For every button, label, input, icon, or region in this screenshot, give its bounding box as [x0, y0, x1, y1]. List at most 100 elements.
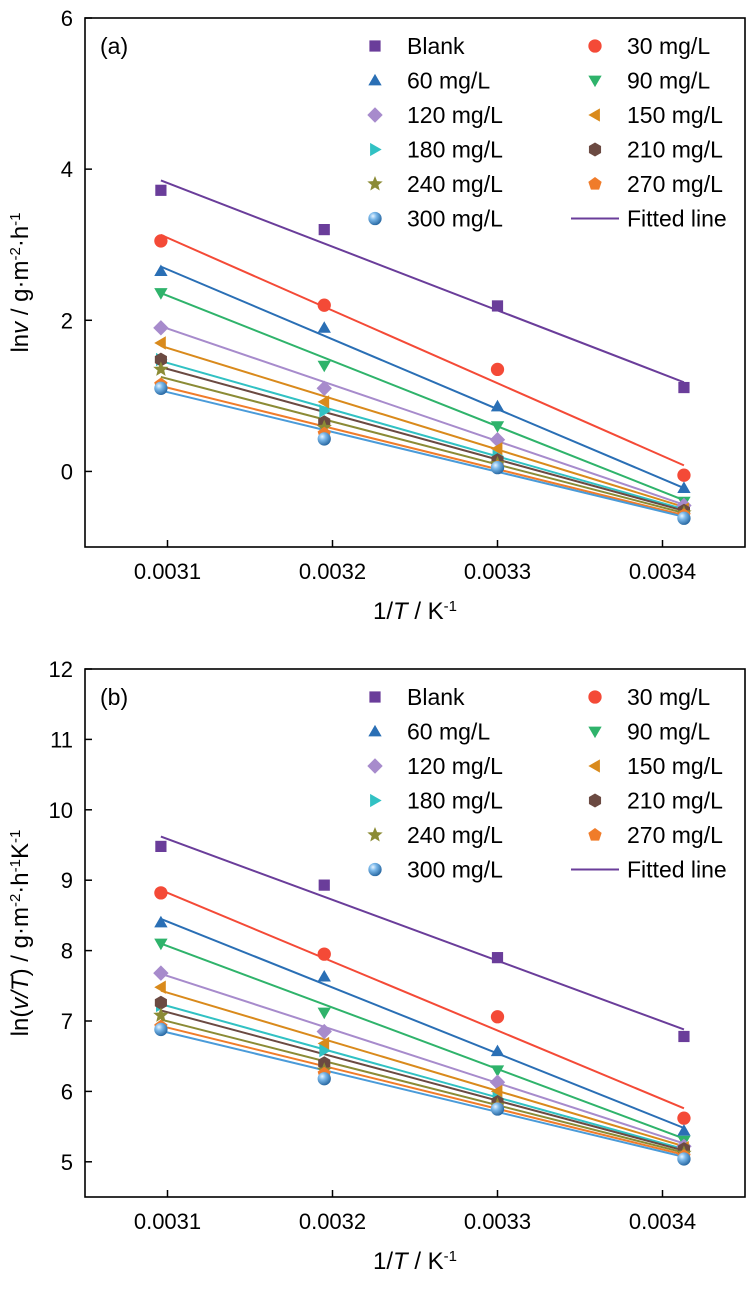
x-tick-label: 0.0034: [629, 1209, 696, 1234]
data-point-210-mg-l: [154, 352, 167, 367]
legend-label-blank: Blank: [407, 684, 465, 710]
data-point-blank: [318, 224, 330, 236]
data-point-60-mg-l: [490, 1044, 505, 1057]
fitted-line-150-mg-l: [160, 989, 685, 1148]
data-point-300-mg-l: [317, 1072, 331, 1086]
data-point-60-mg-l: [154, 264, 168, 277]
legend-marker-210-mg-l: [588, 142, 602, 157]
fitted-line-210-mg-l: [160, 1009, 685, 1152]
legend-label-120-mg-l: 120 mg/L: [407, 102, 503, 128]
data-point-30-mg-l: [490, 1010, 505, 1024]
data-point-60-mg-l: [677, 481, 691, 493]
legend-label-210-mg-l: 210 mg/L: [627, 788, 723, 814]
data-point-30-mg-l: [490, 362, 505, 377]
y-axis-label: lnv / g·m-2·h-1: [7, 212, 35, 352]
y-tick-label: 0: [61, 459, 73, 484]
fitted-line-300-mg-l: [160, 1029, 685, 1158]
y-tick-label: 7: [61, 1009, 73, 1034]
y-tick-label: 6: [61, 1079, 73, 1104]
data-point-60-mg-l: [154, 915, 168, 928]
x-tick-label: 0.0033: [464, 1209, 531, 1234]
data-point-150-mg-l: [317, 395, 330, 409]
data-point-300-mg-l: [490, 461, 505, 475]
plot-frame: [84, 17, 746, 548]
data-point-30-mg-l: [154, 234, 168, 248]
fitted-line-30-mg-l: [160, 889, 685, 1110]
legend-label-180-mg-l: 180 mg/L: [407, 788, 503, 814]
data-point-300-mg-l: [154, 381, 168, 395]
legend-marker-210-mg-l: [588, 793, 602, 808]
legend-marker-90-mg-l: [588, 726, 602, 739]
data-point-90-mg-l: [154, 288, 168, 300]
data-point-300-mg-l: [154, 1022, 168, 1037]
legend-label-300-mg-l: 300 mg/L: [407, 206, 503, 232]
data-point-240-mg-l: [153, 361, 169, 376]
legend-label-60-mg-l: 60 mg/L: [407, 719, 490, 745]
data-point-150-mg-l: [490, 442, 503, 456]
legend-label-210-mg-l: 210 mg/L: [627, 137, 723, 163]
fitted-line-300-mg-l: [160, 389, 685, 518]
legend-label-90-mg-l: 90 mg/L: [627, 68, 710, 94]
legend-marker-30-mg-l: [588, 39, 602, 53]
y-tick-label: 8: [61, 939, 73, 964]
x-tick-label: 0.0031: [134, 1209, 201, 1234]
legend-label-30-mg-l: 30 mg/L: [627, 684, 710, 710]
fitted-line-60-mg-l: [160, 265, 685, 489]
data-point-120-mg-l: [316, 380, 332, 396]
legend-label-240-mg-l: 240 mg/L: [407, 171, 503, 197]
fitted-line-180-mg-l: [160, 1003, 685, 1151]
legend-marker-270-mg-l: [588, 177, 602, 190]
data-point-30-mg-l: [154, 886, 168, 900]
fitted-line-150-mg-l: [160, 345, 685, 508]
legend-label-180-mg-l: 180 mg/L: [407, 137, 503, 163]
legend-label-150-mg-l: 150 mg/L: [627, 102, 723, 128]
legend-label-120-mg-l: 120 mg/L: [407, 753, 503, 779]
x-tick-label: 0.0031: [134, 559, 201, 584]
data-point-120-mg-l: [153, 320, 169, 336]
data-point-180-mg-l: [319, 1043, 331, 1058]
legend-marker-270-mg-l: [588, 828, 602, 841]
legend-marker-150-mg-l: [588, 759, 600, 773]
data-point-30-mg-l: [317, 298, 331, 312]
fitted-line-30-mg-l: [160, 233, 685, 467]
legend-label-60-mg-l: 60 mg/L: [407, 68, 490, 94]
legend-label-300-mg-l: 300 mg/L: [407, 857, 503, 883]
y-tick-label: 4: [61, 157, 73, 182]
legend-marker-blank: [369, 691, 381, 703]
data-point-60-mg-l: [317, 321, 331, 333]
legend-marker-120-mg-l: [367, 758, 383, 774]
fitted-line-240-mg-l: [160, 375, 685, 514]
data-point-blank: [491, 952, 504, 964]
data-point-150-mg-l: [154, 336, 166, 350]
data-point-150-mg-l: [490, 1084, 503, 1099]
data-point-90-mg-l: [154, 938, 168, 951]
panel-label: (a): [100, 33, 128, 59]
data-point-blank: [155, 184, 167, 196]
x-axis-label: 1/T / K-1: [373, 1248, 457, 1276]
legend-marker-60-mg-l: [368, 73, 382, 86]
data-point-blank: [678, 1030, 690, 1043]
x-tick-label: 0.0032: [299, 1209, 366, 1234]
legend-label-240-mg-l: 240 mg/L: [407, 822, 503, 848]
data-point-300-mg-l: [317, 432, 331, 446]
y-tick-label: 5: [61, 1150, 73, 1175]
legend-marker-90-mg-l: [588, 75, 602, 88]
legend-label-fitted-line: Fitted line: [627, 857, 727, 883]
fitted-line-180-mg-l: [160, 360, 685, 511]
data-point-120-mg-l: [316, 1023, 332, 1040]
legend-marker-240-mg-l: [367, 826, 383, 842]
data-point-90-mg-l: [317, 360, 331, 373]
plot-frame: [84, 668, 746, 1198]
data-point-30-mg-l: [317, 947, 331, 961]
fitted-line-90-mg-l: [160, 292, 685, 502]
legend-label-90-mg-l: 90 mg/L: [627, 719, 710, 745]
data-point-300-mg-l: [677, 511, 691, 525]
legend-marker-120-mg-l: [367, 107, 383, 123]
legend-marker-30-mg-l: [588, 690, 602, 704]
y-tick-label: 10: [49, 798, 73, 823]
y-axis-label: ln(v/T) / g·m-2·h-1K-1: [7, 830, 35, 1037]
data-point-150-mg-l: [154, 980, 166, 994]
fitted-line-240-mg-l: [160, 1018, 685, 1154]
x-tick-label: 0.0032: [299, 559, 366, 584]
